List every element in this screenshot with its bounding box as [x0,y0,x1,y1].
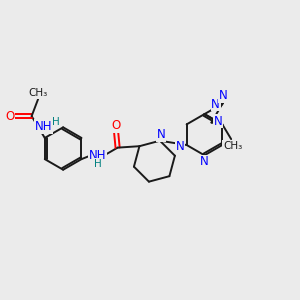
Text: N: N [200,155,209,168]
Text: N: N [176,140,184,153]
Text: N: N [219,89,228,102]
Text: CH₃: CH₃ [223,141,242,151]
Text: H: H [52,117,60,127]
Text: O: O [5,110,15,123]
Text: NH: NH [35,120,52,133]
Text: CH₃: CH₃ [28,88,48,98]
Text: N: N [156,128,165,141]
Text: O: O [112,119,121,132]
Text: NH: NH [89,149,106,162]
Text: H: H [94,158,101,169]
Text: N: N [214,115,222,128]
Text: N: N [211,98,220,110]
